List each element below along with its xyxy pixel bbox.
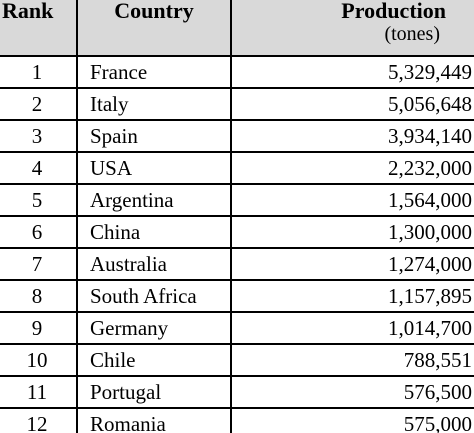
table-row: 10 Chile 788,551 <box>0 343 474 377</box>
production-cell: 1,274,000 <box>230 247 474 281</box>
rank-cell: 5 <box>0 183 78 217</box>
production-cell: 2,232,000 <box>230 151 474 185</box>
production-cell: 5,056,648 <box>230 87 474 121</box>
production-cell: 1,157,895 <box>230 279 474 313</box>
table-row: 5 Argentina 1,564,000 <box>0 183 474 217</box>
header-production-label: Production <box>341 0 446 23</box>
table-row: 4 USA 2,232,000 <box>0 151 474 185</box>
table-row: 6 China 1,300,000 <box>0 215 474 249</box>
table-row: 1 France 5,329,449 <box>0 55 474 89</box>
production-cell: 1,014,700 <box>230 311 474 345</box>
production-cell: 5,329,449 <box>230 55 474 89</box>
table-row: 9 Germany 1,014,700 <box>0 311 474 345</box>
country-cell: Germany <box>76 311 232 345</box>
table-row: 3 Spain 3,934,140 <box>0 119 474 153</box>
rank-cell: 1 <box>0 55 78 89</box>
table-row: 8 South Africa 1,157,895 <box>0 279 474 313</box>
production-cell: 1,300,000 <box>230 215 474 249</box>
country-cell: Australia <box>76 247 232 281</box>
rank-cell: 2 <box>0 87 78 121</box>
country-cell: Italy <box>76 87 232 121</box>
production-cell: 788,551 <box>230 343 474 377</box>
country-cell: USA <box>76 151 232 185</box>
header-country: Country <box>76 0 232 57</box>
production-cell: 3,934,140 <box>230 119 474 153</box>
rank-cell: 3 <box>0 119 78 153</box>
production-cell: 575,000 <box>230 407 474 433</box>
table-row: 2 Italy 5,056,648 <box>0 87 474 121</box>
header-production-unit: (tones) <box>384 23 440 45</box>
table-row: 7 Australia 1,274,000 <box>0 247 474 281</box>
production-cell: 1,564,000 <box>230 183 474 217</box>
rank-cell: 9 <box>0 311 78 345</box>
rank-cell: 10 <box>0 343 78 377</box>
country-cell: South Africa <box>76 279 232 313</box>
country-cell: Spain <box>76 119 232 153</box>
header-rank: Rank <box>0 0 78 57</box>
country-cell: Argentina <box>76 183 232 217</box>
production-cell: 576,500 <box>230 375 474 409</box>
rank-cell: 11 <box>0 375 78 409</box>
country-cell: France <box>76 55 232 89</box>
table-row: 11 Portugal 576,500 <box>0 375 474 409</box>
rank-cell: 12 <box>0 407 78 433</box>
table-header-row: Rank Country Production (tones) <box>0 0 474 57</box>
table-body: 1 France 5,329,449 2 Italy 5,056,648 3 S… <box>0 55 474 433</box>
rank-cell: 6 <box>0 215 78 249</box>
rank-cell: 7 <box>0 247 78 281</box>
table-row: 12 Romania 575,000 <box>0 407 474 433</box>
country-cell: Romania <box>76 407 232 433</box>
country-cell: China <box>76 215 232 249</box>
rank-cell: 8 <box>0 279 78 313</box>
rank-cell: 4 <box>0 151 78 185</box>
country-cell: Portugal <box>76 375 232 409</box>
header-production: Production (tones) <box>230 0 474 57</box>
country-cell: Chile <box>76 343 232 377</box>
